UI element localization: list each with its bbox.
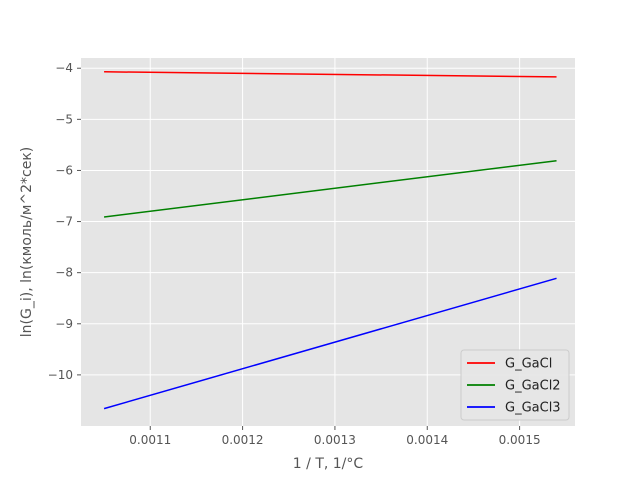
y-tick-label: −4 <box>55 61 73 75</box>
legend-label: G_GaCl2 <box>505 379 561 394</box>
y-ticks: −10 −9 −8 −7 −6 −5 −4 <box>48 61 81 382</box>
x-tick-label: 0.0011 <box>129 433 171 447</box>
x-tick-label: 0.0014 <box>406 433 448 447</box>
x-tick-label: 0.0013 <box>314 433 356 447</box>
x-tick-label: 0.0012 <box>222 433 264 447</box>
y-axis-label: ln(G_i), ln(кмоль/м^2*сек) <box>19 147 35 337</box>
y-tick-label: −10 <box>48 368 73 382</box>
x-ticks: 0.0011 0.0012 0.0013 0.0014 0.0015 <box>129 426 541 447</box>
y-tick-label: −9 <box>55 317 73 331</box>
y-tick-label: −7 <box>55 215 73 229</box>
legend-label: G_GaCl <box>505 357 552 372</box>
y-tick-label: −8 <box>55 266 73 280</box>
y-tick-label: −6 <box>55 163 73 177</box>
legend: G_GaCl G_GaCl2 G_GaCl3 <box>460 349 570 421</box>
series-group <box>103 71 557 410</box>
legend-label: G_GaCl3 <box>505 401 561 416</box>
x-axis-label: 1 / T, 1/°C <box>293 456 364 472</box>
grid <box>81 58 575 426</box>
series-line-g-gacl2 <box>103 159 557 218</box>
series-line-g-gacl3 <box>103 277 557 410</box>
y-tick-label: −5 <box>55 112 73 126</box>
legend-box <box>460 349 570 421</box>
series-line-g-gacl <box>104 71 557 78</box>
x-tick-label: 0.0015 <box>499 433 541 447</box>
